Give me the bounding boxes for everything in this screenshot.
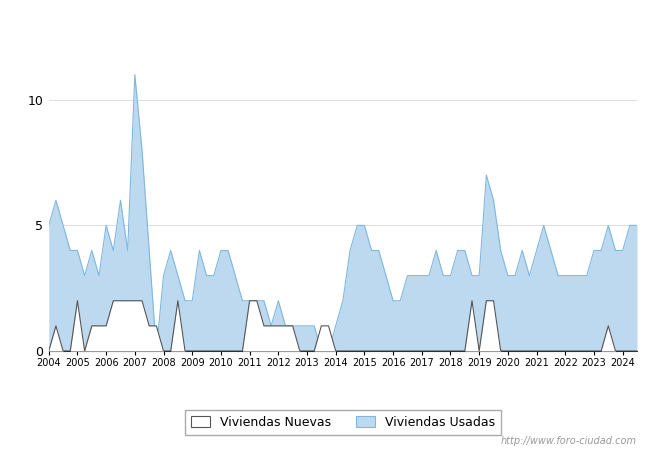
Text: Alaejos - Evolucion del Nº de Transacciones Inmobiliarias: Alaejos - Evolucion del Nº de Transaccio… <box>107 13 543 28</box>
Text: http://www.foro-ciudad.com: http://www.foro-ciudad.com <box>501 436 637 446</box>
Legend: Viviendas Nuevas, Viviendas Usadas: Viviendas Nuevas, Viviendas Usadas <box>185 410 501 435</box>
